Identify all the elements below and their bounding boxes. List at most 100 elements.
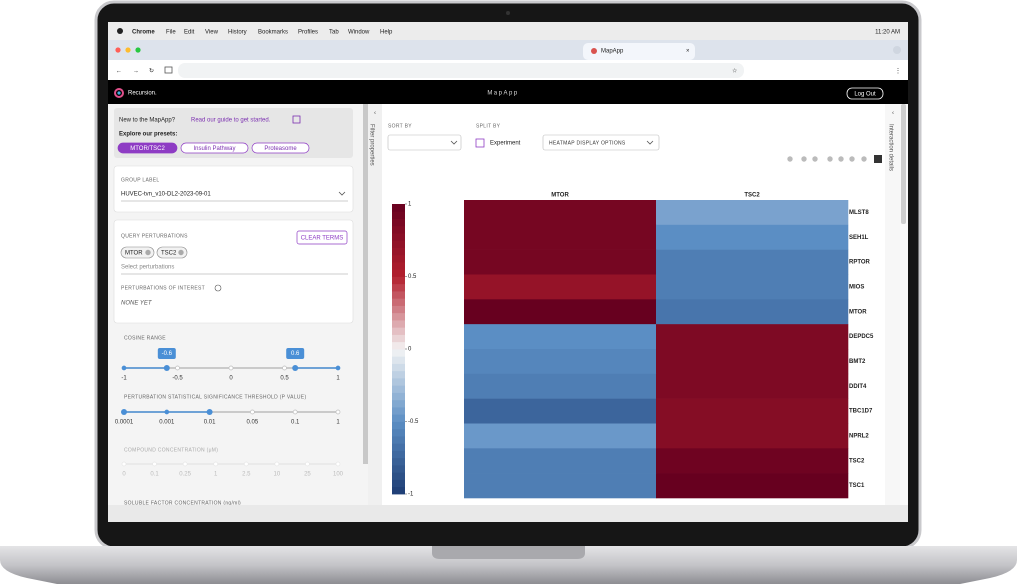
heatmap-cell[interactable] xyxy=(464,200,657,226)
chip-remove[interactable] xyxy=(178,249,184,256)
slider-handle[interactable] xyxy=(206,409,213,415)
display-options-label[interactable]: HEATMAP DISPLAY OPTIONS xyxy=(549,140,626,146)
plot-tool[interactable] xyxy=(801,156,807,162)
tab-bar xyxy=(108,40,908,60)
collapse-right[interactable]: ‹ xyxy=(892,111,894,117)
plot-tool[interactable] xyxy=(849,156,855,162)
display-options[interactable] xyxy=(542,134,660,151)
menu-item[interactable]: Bookmarks xyxy=(258,30,288,36)
heatmap-cell[interactable] xyxy=(656,473,849,499)
heatmap-cell[interactable] xyxy=(656,373,849,399)
apple-icon[interactable] xyxy=(117,28,123,34)
experiment-checkbox[interactable] xyxy=(475,138,485,148)
slider-handle[interactable] xyxy=(292,365,299,371)
heatmap-cell[interactable] xyxy=(656,349,849,375)
filter-tab-label[interactable]: Filter properties xyxy=(368,124,374,166)
tab-close[interactable]: × xyxy=(686,49,690,55)
column-label: MTOR xyxy=(551,193,569,199)
plot-tool[interactable] xyxy=(861,156,867,162)
heatmap-cell[interactable] xyxy=(656,398,849,424)
heatmap-cell[interactable] xyxy=(656,224,849,250)
reload-button[interactable]: ↻ xyxy=(149,68,154,75)
chip-remove[interactable] xyxy=(145,249,151,256)
heatmap-cell[interactable] xyxy=(656,200,849,226)
heatmap-cell[interactable] xyxy=(464,448,657,474)
logout-label[interactable]: Log Out xyxy=(854,92,876,98)
active-tab[interactable] xyxy=(583,43,695,60)
close-window[interactable] xyxy=(115,47,121,53)
heatmap-cell[interactable] xyxy=(464,473,657,499)
address-field[interactable] xyxy=(178,63,744,78)
heatmap-cell[interactable] xyxy=(464,224,657,250)
slider-handle[interactable] xyxy=(121,409,127,415)
plot-tool[interactable] xyxy=(827,156,833,162)
heatmap-cell[interactable] xyxy=(656,299,849,325)
zoom-window[interactable] xyxy=(135,47,141,53)
heatmap-cell[interactable] xyxy=(464,324,657,350)
plot-tool[interactable] xyxy=(874,155,882,163)
preset-button[interactable] xyxy=(117,142,178,154)
sort-chevron[interactable] xyxy=(450,140,458,145)
preset-label[interactable]: Insulin Pathway xyxy=(193,146,235,152)
bookmark-star[interactable]: ☆ xyxy=(732,68,737,75)
page-scrollbar[interactable] xyxy=(901,104,906,224)
status-bar xyxy=(108,505,908,522)
info-icon[interactable] xyxy=(214,284,222,292)
display-chevron[interactable] xyxy=(646,140,654,145)
slider-handle[interactable] xyxy=(163,365,170,371)
heatmap-cell[interactable] xyxy=(656,448,849,474)
clear-label[interactable]: CLEAR TERMS xyxy=(301,236,344,242)
logout-button[interactable] xyxy=(846,87,884,100)
menu-item[interactable]: Help xyxy=(380,30,393,36)
menu-item[interactable]: History xyxy=(228,30,247,36)
heatmap-cell[interactable] xyxy=(464,423,657,449)
preset-label[interactable]: Proteasome xyxy=(264,146,297,152)
tab-menu[interactable] xyxy=(893,46,901,54)
group-value[interactable]: HUVEC-tvn_v10-DL2-2023-09-01 xyxy=(121,192,211,198)
heatmap-cell[interactable] xyxy=(464,349,657,375)
query-box xyxy=(113,219,354,324)
slider-tick xyxy=(121,461,127,467)
plot-tool[interactable] xyxy=(838,156,844,162)
menu-item[interactable]: Window xyxy=(348,30,370,36)
plot-tool[interactable] xyxy=(812,156,818,162)
heatmap-cell[interactable] xyxy=(464,398,657,424)
slider-tick-label: 0.001 xyxy=(159,420,175,426)
heatmap-cell[interactable] xyxy=(464,274,657,300)
browser-menu[interactable]: ⋮ xyxy=(895,69,901,75)
plot-tool[interactable] xyxy=(787,156,793,162)
group-chevron[interactable] xyxy=(338,191,346,196)
forward-button[interactable]: → xyxy=(133,69,139,75)
heatmap-cell[interactable] xyxy=(656,324,849,350)
query-placeholder[interactable]: Select perturbations xyxy=(121,265,174,271)
heatmap-cell[interactable] xyxy=(464,299,657,325)
interaction-tab[interactable] xyxy=(885,104,900,505)
minimize-window[interactable] xyxy=(125,47,131,53)
brand-name[interactable]: Recursion. xyxy=(128,91,157,97)
interaction-tab-label[interactable]: Interaction details xyxy=(887,124,893,171)
heatmap-cell[interactable] xyxy=(656,274,849,300)
laptop-base xyxy=(0,546,1017,584)
menu-app[interactable]: Chrome xyxy=(132,30,155,36)
menu-item[interactable]: Tab xyxy=(329,30,339,36)
menu-item[interactable]: Profiles xyxy=(298,30,318,36)
heatmap-cell[interactable] xyxy=(656,249,849,275)
preset-button[interactable] xyxy=(180,142,249,154)
collapse-left[interactable]: ‹ xyxy=(374,111,376,117)
heatmap-cell[interactable] xyxy=(656,423,849,449)
clear-button[interactable] xyxy=(296,230,348,245)
sort-select[interactable] xyxy=(387,134,462,151)
menu-item[interactable]: File xyxy=(166,30,176,36)
preset-label[interactable]: MTOR/TSC2 xyxy=(130,146,165,152)
menu-item[interactable]: View xyxy=(205,30,219,36)
home-button[interactable] xyxy=(164,66,173,74)
back-button[interactable]: ← xyxy=(116,69,122,75)
filter-tab[interactable] xyxy=(368,104,382,505)
heatmap-cell[interactable] xyxy=(464,249,657,275)
guide-link[interactable]: Read our guide to get started. xyxy=(191,118,271,124)
preset-button[interactable] xyxy=(251,142,310,154)
experiment-label[interactable]: Experiment xyxy=(490,141,521,147)
menu-item[interactable]: Edit xyxy=(184,30,195,36)
panel-scrollbar[interactable] xyxy=(363,104,368,464)
heatmap-cell[interactable] xyxy=(464,373,657,399)
